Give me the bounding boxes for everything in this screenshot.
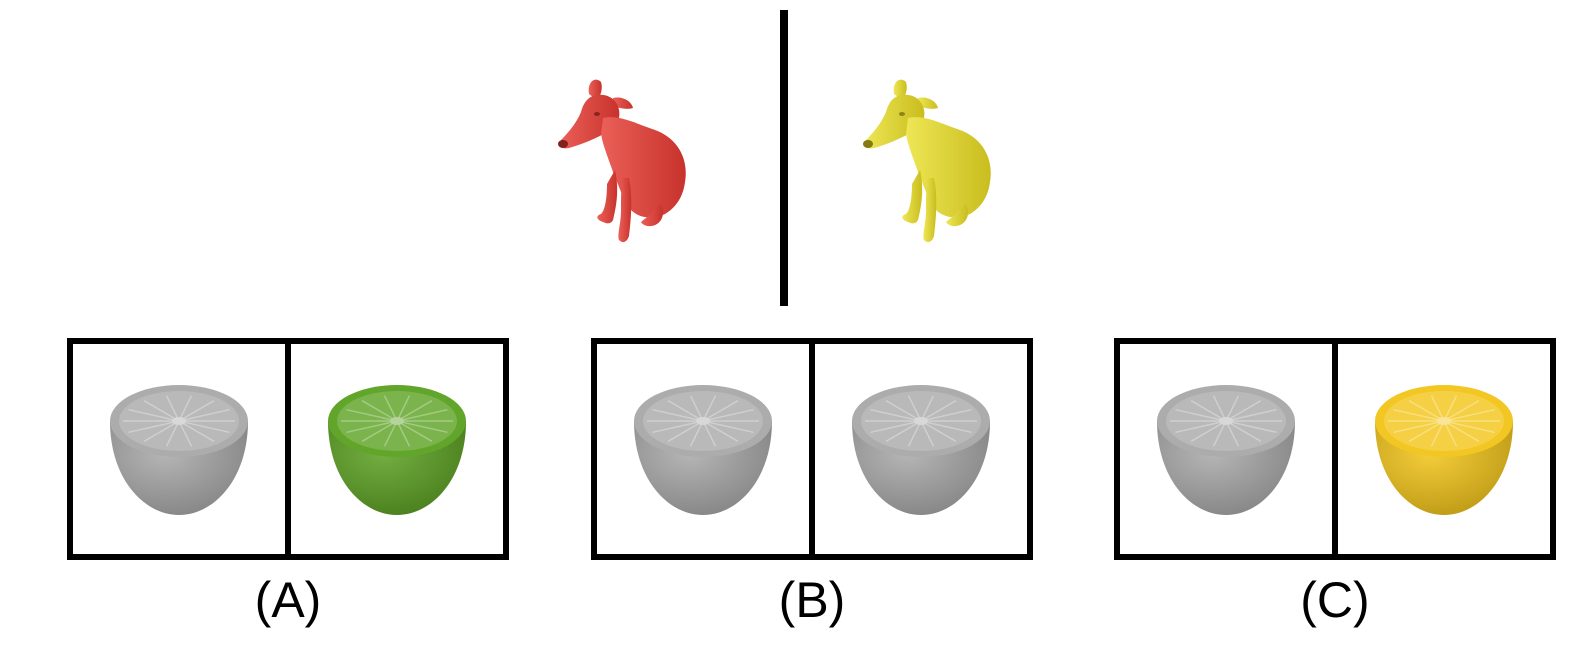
- option-b-label: (B): [778, 572, 846, 628]
- yellow-orange-half-icon: [1369, 379, 1519, 519]
- gray-orange-half-icon: [628, 379, 778, 519]
- green-orange-half-icon: [322, 379, 472, 519]
- option-c-label: (C): [1300, 572, 1370, 628]
- option-a-panel[interactable]: [67, 338, 509, 560]
- center-divider: [780, 10, 788, 306]
- option-a-label: (A): [254, 572, 322, 628]
- option-c-right-cell: [1332, 344, 1550, 554]
- gray-orange-half-icon: [104, 379, 254, 519]
- yellow-dog-icon: [858, 74, 998, 249]
- option-c-left-cell: [1120, 344, 1332, 554]
- option-b-right-cell: [809, 344, 1027, 554]
- red-dog-icon: [553, 74, 693, 249]
- gray-orange-half-icon: [846, 379, 996, 519]
- option-b-panel[interactable]: [591, 338, 1033, 560]
- option-a-left-cell: [73, 344, 285, 554]
- gray-orange-half-icon: [1151, 379, 1301, 519]
- option-b-left-cell: [597, 344, 809, 554]
- option-a-right-cell: [285, 344, 503, 554]
- option-c-panel[interactable]: [1114, 338, 1556, 560]
